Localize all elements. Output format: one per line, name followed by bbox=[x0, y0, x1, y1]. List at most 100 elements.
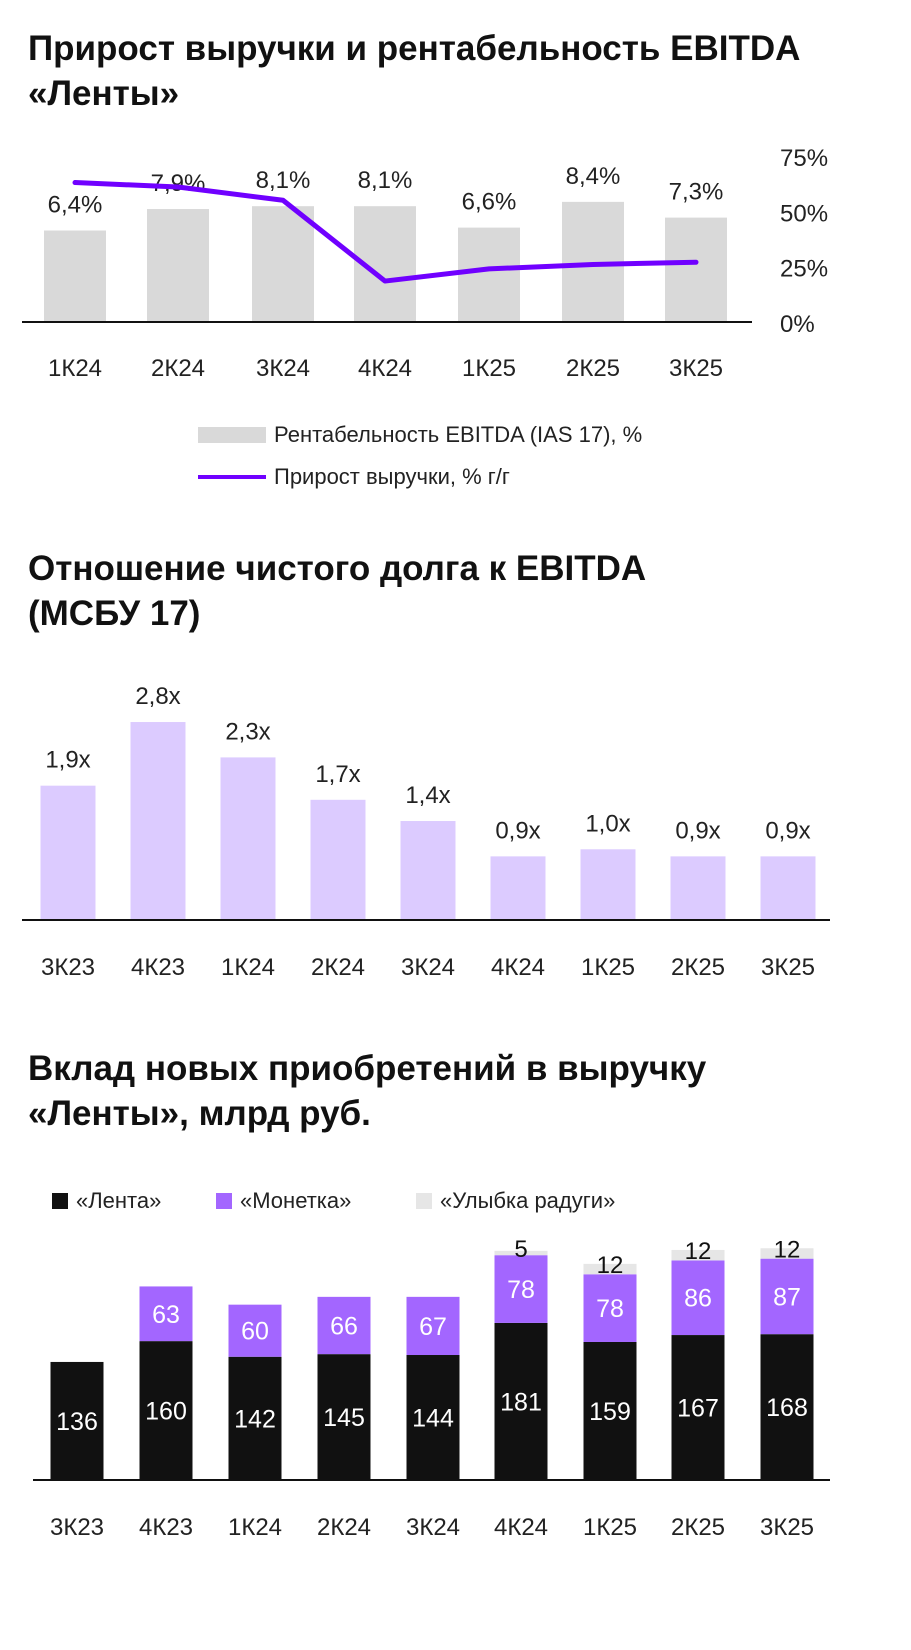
legend-label: «Монетка» bbox=[240, 1188, 352, 1213]
ebitda-label: 7,3% bbox=[669, 179, 724, 206]
stack-segment bbox=[406, 1296, 460, 1356]
segment-label: 63 bbox=[152, 1301, 180, 1329]
x-tick-label: 3К25 bbox=[761, 954, 815, 981]
x-tick-label: 4К24 bbox=[494, 1514, 548, 1541]
x-tick-label: 1К25 bbox=[581, 954, 635, 981]
ebitda-label: 8,1% bbox=[256, 167, 311, 194]
legend-item-lenta: «Лента» bbox=[52, 1188, 161, 1214]
x-tick-label: 2К25 bbox=[566, 355, 620, 382]
stack-segment bbox=[494, 1322, 548, 1480]
x-tick-label: 1К25 bbox=[583, 1514, 637, 1541]
x-tick-label: 3К24 bbox=[401, 954, 455, 981]
segment-label: 142 bbox=[234, 1405, 276, 1433]
x-tick-label: 3К23 bbox=[50, 1514, 104, 1541]
ebitda-label: 8,4% bbox=[566, 163, 621, 190]
ebitda-label: 7,9% bbox=[151, 170, 206, 197]
stack-segment bbox=[494, 1255, 548, 1323]
legend-item-ebitda: Рентабельность EBITDA (IAS 17), % bbox=[198, 422, 642, 448]
legend-label: Прирост выручки, % г/г bbox=[274, 464, 510, 489]
segment-label: 5 bbox=[514, 1236, 527, 1263]
debt-ratio-bar bbox=[490, 856, 546, 920]
debt-ratio-label: 0,9x bbox=[495, 817, 540, 844]
stack-segment bbox=[139, 1341, 193, 1480]
x-tick-label: 2К24 bbox=[151, 355, 205, 382]
segment-label: 12 bbox=[597, 1252, 624, 1279]
legend-label: «Лента» bbox=[76, 1188, 162, 1213]
stack-segment bbox=[671, 1335, 725, 1480]
x-tick-label: 1К25 bbox=[462, 355, 516, 382]
x-tick-label: 3К24 bbox=[256, 355, 310, 382]
right-axis-tick: 0% bbox=[780, 311, 815, 338]
x-tick-label: 2К24 bbox=[317, 1514, 371, 1541]
ebitda-label: 8,1% bbox=[358, 167, 413, 194]
stack-segment bbox=[139, 1286, 193, 1342]
ebitda-bar bbox=[252, 206, 314, 322]
debt-ratio-bar bbox=[220, 757, 276, 920]
segment-label: 66 bbox=[330, 1312, 358, 1340]
segment-label: 159 bbox=[589, 1398, 631, 1426]
debt-ratio-label: 2,3x bbox=[225, 718, 270, 745]
stack-segment bbox=[671, 1249, 725, 1261]
x-tick-label: 4К23 bbox=[139, 1514, 193, 1541]
stack-segment bbox=[317, 1296, 371, 1355]
debt-ratio-label: 1,7x bbox=[315, 761, 360, 788]
ebitda-bar bbox=[458, 227, 520, 322]
stack-segment bbox=[583, 1263, 637, 1275]
debt-ratio-label: 2,8x bbox=[135, 683, 180, 710]
legend-swatch-bar bbox=[198, 427, 266, 443]
ebitda-label: 6,6% bbox=[462, 189, 517, 216]
x-tick-label: 4К24 bbox=[491, 954, 545, 981]
debt-ratio-bar bbox=[580, 849, 636, 920]
stack-segment bbox=[317, 1354, 371, 1480]
segment-label: 86 bbox=[684, 1285, 712, 1313]
stack-segment bbox=[583, 1341, 637, 1480]
legend-item-growth: Прирост выручки, % г/г bbox=[198, 464, 510, 490]
legend-swatch bbox=[52, 1193, 68, 1209]
chart3-title: Вклад новых приобретений в выручку «Лент… bbox=[28, 1049, 707, 1133]
stack-segment bbox=[494, 1250, 548, 1256]
ebitda-label: 6,4% bbox=[48, 191, 103, 218]
x-tick-label: 2К25 bbox=[671, 954, 725, 981]
stack-segment bbox=[406, 1355, 460, 1480]
legend-item-ulybka: «Улыбка радуги» bbox=[416, 1188, 615, 1214]
right-axis-tick: 75% bbox=[780, 145, 828, 172]
segment-label: 87 bbox=[773, 1283, 801, 1311]
segment-label: 144 bbox=[412, 1405, 454, 1433]
x-tick-label: 2К24 bbox=[311, 954, 365, 981]
debt-ratio-bar bbox=[400, 821, 456, 920]
x-tick-label: 2К25 bbox=[671, 1514, 725, 1541]
x-tick-label: 1К24 bbox=[48, 355, 102, 382]
legend-swatch bbox=[216, 1193, 232, 1209]
segment-label: 181 bbox=[500, 1388, 542, 1416]
debt-ratio-bar bbox=[130, 722, 186, 920]
x-tick-label: 4К23 bbox=[131, 954, 185, 981]
segment-label: 160 bbox=[145, 1398, 187, 1426]
debt-ratio-bar bbox=[760, 856, 816, 920]
x-tick-label: 3К25 bbox=[760, 1514, 814, 1541]
legend-label: «Улыбка радуги» bbox=[440, 1188, 616, 1213]
x-tick-label: 1К24 bbox=[221, 954, 275, 981]
stack-segment bbox=[583, 1274, 637, 1342]
segment-label: 67 bbox=[419, 1313, 447, 1341]
stack-segment bbox=[671, 1260, 725, 1336]
chart1-title: Прирост выручки и рентабельность EBITDA … bbox=[28, 29, 800, 113]
debt-ratio-bar bbox=[670, 856, 726, 920]
x-tick-label: 4К24 bbox=[358, 355, 412, 382]
legend-label: Рентабельность EBITDA (IAS 17), % bbox=[274, 422, 643, 447]
right-axis-tick: 25% bbox=[780, 256, 828, 283]
stack-segment bbox=[760, 1258, 814, 1335]
x-tick-label: 3К25 bbox=[669, 355, 723, 382]
segment-label: 78 bbox=[507, 1276, 535, 1304]
x-tick-label: 3К24 bbox=[406, 1514, 460, 1541]
debt-ratio-bar bbox=[40, 785, 96, 920]
segment-label: 136 bbox=[56, 1408, 98, 1436]
debt-ratio-bar bbox=[310, 799, 366, 920]
stack-segment bbox=[760, 1334, 814, 1480]
ebitda-bar bbox=[665, 217, 727, 322]
revenue-growth-line bbox=[72, 180, 699, 284]
debt-ratio-label: 1,9x bbox=[45, 747, 90, 774]
right-axis-tick: 50% bbox=[780, 200, 828, 227]
segment-label: 78 bbox=[596, 1295, 624, 1323]
